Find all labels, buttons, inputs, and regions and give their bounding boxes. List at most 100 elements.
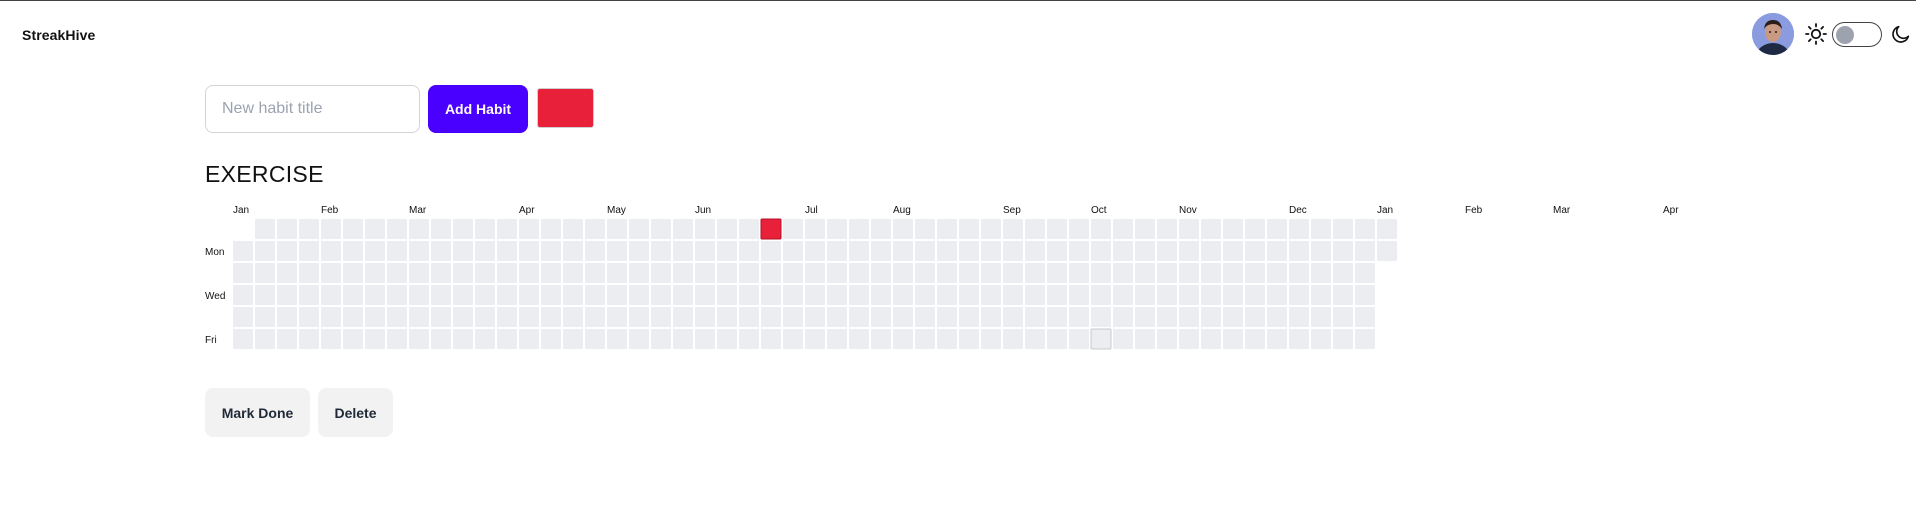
heatmap-cell[interactable]: [937, 219, 957, 239]
heatmap-cell[interactable]: [893, 285, 913, 305]
heatmap-cell[interactable]: [233, 241, 253, 261]
heatmap-cell[interactable]: [1090, 328, 1112, 350]
heatmap-cell[interactable]: [1201, 219, 1221, 239]
heatmap-cell[interactable]: [1201, 285, 1221, 305]
heatmap-cell[interactable]: [519, 263, 539, 283]
heatmap-cell[interactable]: [981, 329, 1001, 349]
heatmap-cell[interactable]: [431, 263, 451, 283]
heatmap-cell[interactable]: [1135, 263, 1155, 283]
heatmap-cell[interactable]: [1201, 241, 1221, 261]
heatmap-cell[interactable]: [629, 285, 649, 305]
heatmap-cell[interactable]: [233, 285, 253, 305]
heatmap-cell[interactable]: [871, 263, 891, 283]
heatmap-cell[interactable]: [343, 241, 363, 261]
heatmap-cell[interactable]: [607, 307, 627, 327]
heatmap-cell[interactable]: [1333, 263, 1353, 283]
heatmap-cell[interactable]: [893, 263, 913, 283]
heatmap-cell[interactable]: [321, 285, 341, 305]
theme-toggle[interactable]: [1832, 22, 1882, 47]
heatmap-cell[interactable]: [651, 307, 671, 327]
heatmap-cell[interactable]: [1135, 219, 1155, 239]
heatmap-cell[interactable]: [1003, 241, 1023, 261]
sun-icon[interactable]: [1804, 22, 1828, 46]
heatmap-cell[interactable]: [651, 285, 671, 305]
heatmap-cell[interactable]: [629, 219, 649, 239]
heatmap-cell[interactable]: [1223, 219, 1243, 239]
heatmap-cell[interactable]: [717, 263, 737, 283]
heatmap-cell[interactable]: [1069, 307, 1089, 327]
heatmap-cell[interactable]: [321, 263, 341, 283]
heatmap-cell[interactable]: [1157, 219, 1177, 239]
heatmap-cell[interactable]: [783, 263, 803, 283]
heatmap-cell[interactable]: [1201, 263, 1221, 283]
heatmap-cell[interactable]: [893, 241, 913, 261]
heatmap-cell[interactable]: [937, 285, 957, 305]
heatmap-cell[interactable]: [1333, 329, 1353, 349]
heatmap-cell[interactable]: [1157, 285, 1177, 305]
heatmap-cell[interactable]: [717, 285, 737, 305]
heatmap-cell[interactable]: [1223, 285, 1243, 305]
heatmap-cell[interactable]: [761, 329, 781, 349]
heatmap-cell[interactable]: [431, 219, 451, 239]
heatmap-cell[interactable]: [519, 241, 539, 261]
heatmap-cell[interactable]: [849, 329, 869, 349]
heatmap-cell[interactable]: [695, 307, 715, 327]
heatmap-cell[interactable]: [1267, 241, 1287, 261]
heatmap-cell[interactable]: [563, 241, 583, 261]
heatmap-cell[interactable]: [387, 307, 407, 327]
heatmap-cell[interactable]: [1113, 329, 1133, 349]
heatmap-cell[interactable]: [1267, 285, 1287, 305]
heatmap-cell[interactable]: [1355, 241, 1375, 261]
heatmap-cell[interactable]: [409, 285, 429, 305]
heatmap-cell[interactable]: [299, 307, 319, 327]
heatmap-cell[interactable]: [871, 307, 891, 327]
heatmap-cell[interactable]: [1003, 263, 1023, 283]
heatmap-cell[interactable]: [981, 241, 1001, 261]
heatmap-cell[interactable]: [761, 241, 781, 261]
heatmap-cell[interactable]: [541, 329, 561, 349]
heatmap-cell[interactable]: [827, 219, 847, 239]
heatmap-cell[interactable]: [607, 263, 627, 283]
heatmap-cell[interactable]: [1135, 285, 1155, 305]
heatmap-cell[interactable]: [805, 307, 825, 327]
heatmap-cell[interactable]: [321, 307, 341, 327]
heatmap-cell[interactable]: [299, 285, 319, 305]
brand-logo[interactable]: StreakHive: [22, 27, 96, 43]
heatmap-cell[interactable]: [321, 219, 341, 239]
heatmap-cell[interactable]: [739, 307, 759, 327]
heatmap-cell[interactable]: [1355, 263, 1375, 283]
add-habit-button[interactable]: Add Habit: [428, 85, 528, 133]
heatmap-cell[interactable]: [387, 285, 407, 305]
heatmap-cell[interactable]: [893, 329, 913, 349]
heatmap-cell[interactable]: [827, 263, 847, 283]
heatmap-cell[interactable]: [365, 285, 385, 305]
heatmap-cell[interactable]: [431, 285, 451, 305]
heatmap-cell[interactable]: [915, 285, 935, 305]
heatmap-cell[interactable]: [277, 263, 297, 283]
heatmap-cell[interactable]: [585, 307, 605, 327]
heatmap-cell[interactable]: [673, 307, 693, 327]
heatmap-cell[interactable]: [255, 329, 275, 349]
heatmap-cell[interactable]: [519, 285, 539, 305]
heatmap-cell[interactable]: [651, 219, 671, 239]
heatmap-cell[interactable]: [1157, 241, 1177, 261]
heatmap-cell[interactable]: [695, 329, 715, 349]
heatmap-cell[interactable]: [541, 241, 561, 261]
heatmap-cell[interactable]: [1201, 329, 1221, 349]
heatmap-cell[interactable]: [1113, 241, 1133, 261]
heatmap-cell[interactable]: [739, 219, 759, 239]
heatmap-cell[interactable]: [1179, 219, 1199, 239]
heatmap-cell[interactable]: [563, 219, 583, 239]
heatmap-cell[interactable]: [321, 241, 341, 261]
heatmap-cell[interactable]: [761, 307, 781, 327]
heatmap-cell[interactable]: [739, 329, 759, 349]
heatmap-cell[interactable]: [651, 329, 671, 349]
heatmap-cell[interactable]: [541, 307, 561, 327]
heatmap-cell[interactable]: [343, 219, 363, 239]
heatmap-cell[interactable]: [893, 307, 913, 327]
heatmap-cell[interactable]: [1091, 241, 1111, 261]
heatmap-cell[interactable]: [365, 307, 385, 327]
heatmap-cell[interactable]: [1179, 263, 1199, 283]
heatmap-cell[interactable]: [1113, 307, 1133, 327]
heatmap-cell[interactable]: [871, 219, 891, 239]
